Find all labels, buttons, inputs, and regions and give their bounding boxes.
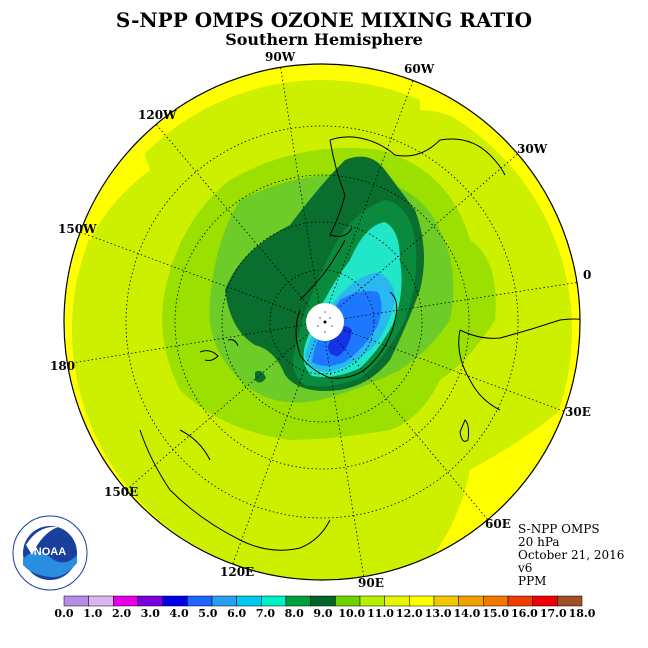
colorbar-tick-label: 11.0 [367, 607, 394, 620]
info-date: October 21, 2016 [518, 548, 625, 562]
pole-dots [317, 311, 333, 333]
colorbar-tick-label: 13.0 [424, 607, 452, 620]
lon-label-120w: 120W [138, 108, 177, 122]
info-version: v6 [518, 561, 533, 575]
map-title: S-NPP OMPS OZONE MIXING RATIO [115, 8, 533, 32]
lon-label-30w: 30W [517, 142, 548, 156]
ozone-max-island [255, 370, 266, 383]
colorbar-tick-label: 16.0 [511, 607, 538, 620]
info-instrument: S-NPP OMPS [518, 522, 600, 536]
lon-label-30e: 30E [565, 405, 591, 419]
info-units: PPM [518, 574, 547, 588]
info-block: S-NPP OMPS 20 hPa October 21, 2016 v6 PP… [518, 523, 624, 588]
lon-label-90e: 90E [358, 576, 384, 590]
lon-label-120e: 120E [220, 565, 255, 579]
colorbar-tick-label: 14.0 [453, 607, 481, 620]
meridian-lines [65, 64, 580, 579]
colorbar-tick-label: 8.0 [284, 607, 304, 620]
map-border [63, 63, 581, 581]
colorbar-tick-label: 7.0 [255, 607, 275, 620]
colorbar-tick-label: 9.0 [313, 607, 333, 620]
lon-label-60w: 60W [404, 62, 435, 76]
colorbar-tick-label: 12.0 [395, 607, 423, 620]
lon-label-0: 0 [583, 268, 592, 282]
colorbar-tick-label: 18.0 [568, 607, 596, 620]
colorbar-tick-label: 0.0 [54, 607, 74, 620]
colorbar-tick-label: 4.0 [169, 607, 189, 620]
lon-label-150w: 150W [58, 222, 97, 236]
coastlines [139, 136, 580, 551]
lon-label-180: 180 [50, 359, 76, 373]
lon-label-60e: 60E [485, 517, 511, 531]
ozone-patch-yellow-west [70, 140, 150, 240]
colorbar-tick-label: 6.0 [227, 607, 247, 620]
colorbar-tick-label: 2.0 [111, 607, 132, 620]
colorbar-tick-label: 3.0 [140, 607, 160, 620]
colorbar-tick-label: 5.0 [198, 607, 218, 620]
info-pressure: 20 hPa [518, 535, 560, 549]
map-subtitle: Southern Hemisphere [225, 30, 423, 49]
colorbar-tick-label: 17.0 [539, 607, 567, 620]
latitude-circles [125, 125, 519, 519]
colorbar-tick-label: 15.0 [482, 607, 510, 620]
svg-text:NOAA: NOAA [34, 546, 66, 558]
lon-label-90w: 90W [265, 50, 296, 64]
noaa-logo: NOAA [12, 515, 88, 591]
lon-label-150e: 150E [104, 485, 139, 499]
colorbar-tick-label: 10.0 [338, 607, 366, 620]
colorbar-tick-label: 1.0 [83, 607, 103, 620]
